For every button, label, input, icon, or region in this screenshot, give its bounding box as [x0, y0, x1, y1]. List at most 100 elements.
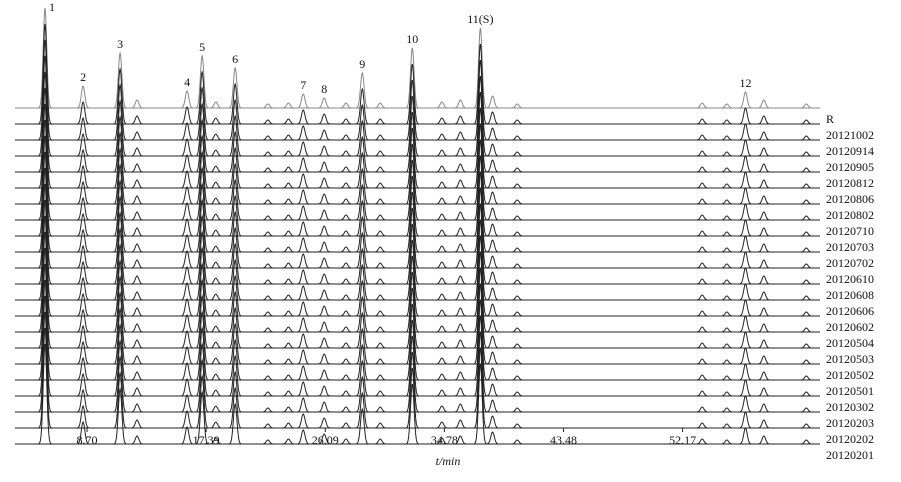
- series-label: 20120703: [826, 240, 874, 254]
- peak: [799, 231, 814, 237]
- peak: [373, 342, 388, 349]
- peak: [129, 323, 145, 333]
- peak: [453, 211, 468, 221]
- peak: [281, 342, 296, 349]
- peak: [695, 118, 710, 125]
- peak: [129, 179, 145, 189]
- peak: [355, 119, 370, 157]
- peak: [338, 182, 354, 189]
- peak: [405, 175, 420, 237]
- peak: [799, 183, 814, 189]
- peak: [355, 407, 370, 445]
- peak: [260, 135, 276, 141]
- peak: [75, 277, 91, 301]
- peak: [296, 413, 311, 429]
- peak: [373, 374, 388, 381]
- peak: [112, 307, 128, 365]
- peak: [355, 231, 370, 269]
- peak: [227, 354, 243, 397]
- peak: [485, 207, 500, 221]
- peak: [281, 230, 296, 237]
- peak: [756, 211, 771, 221]
- peak: [260, 407, 276, 413]
- peak: [355, 311, 370, 349]
- peak: [208, 117, 223, 125]
- peak: [112, 339, 128, 397]
- peak: [317, 177, 332, 189]
- peak: [719, 103, 734, 109]
- peak: [738, 155, 753, 173]
- peak: [738, 219, 753, 237]
- series-label: 20120302: [826, 400, 874, 414]
- peak: [112, 51, 128, 109]
- peak: [355, 103, 370, 141]
- peak: [129, 371, 145, 381]
- peak: [485, 383, 500, 397]
- peak: [112, 323, 128, 381]
- peak: [75, 421, 91, 445]
- peak: [338, 278, 354, 285]
- peak: [112, 115, 128, 173]
- peak: [695, 326, 710, 333]
- peak: [434, 389, 450, 397]
- peak: [296, 285, 311, 301]
- peak: [695, 390, 710, 397]
- peak: [317, 209, 332, 221]
- peak: [355, 327, 370, 365]
- peak: [317, 225, 332, 237]
- peak: [37, 215, 53, 317]
- peak: [281, 198, 296, 205]
- peak: [485, 143, 500, 157]
- peak: [355, 295, 370, 333]
- peak: [37, 23, 53, 125]
- peak: [695, 262, 710, 269]
- peak: [355, 199, 370, 237]
- peak: [799, 359, 814, 365]
- peak: [719, 311, 734, 317]
- peak: [281, 214, 296, 221]
- peak: [799, 407, 814, 413]
- peak: [799, 215, 814, 221]
- peak: [317, 321, 332, 333]
- peak: [260, 295, 276, 301]
- peak: [695, 198, 710, 205]
- series-label: 20120812: [826, 176, 874, 190]
- peak-label: 3: [117, 37, 123, 51]
- peak: [179, 426, 195, 445]
- peak: [194, 182, 210, 237]
- peak: [756, 99, 771, 109]
- series-label: 20120503: [826, 352, 874, 366]
- peak: [296, 365, 311, 381]
- peak: [405, 287, 420, 349]
- peak: [453, 243, 468, 253]
- peak: [738, 299, 753, 317]
- peak: [227, 146, 243, 189]
- peak: [510, 295, 525, 301]
- peak: [227, 338, 243, 381]
- peak: [756, 147, 771, 157]
- peak: [405, 63, 420, 125]
- peak: [112, 179, 128, 237]
- peak: [112, 275, 128, 333]
- peak: [434, 293, 450, 301]
- peak: [473, 43, 488, 125]
- peak: [756, 387, 771, 397]
- peak: [434, 245, 450, 253]
- series-label: 20120502: [826, 368, 874, 382]
- peak: [179, 346, 195, 365]
- peak: [194, 54, 210, 109]
- peak: [129, 99, 145, 109]
- peak: [738, 139, 753, 157]
- peak: [485, 127, 500, 141]
- peak: [194, 342, 210, 397]
- peak: [453, 99, 468, 109]
- peak: [179, 362, 195, 381]
- peak: [281, 150, 296, 157]
- peak: [485, 351, 500, 365]
- peak: [129, 275, 145, 285]
- peak: [510, 311, 525, 317]
- peak: [738, 347, 753, 365]
- peak: [129, 115, 145, 125]
- peak: [338, 134, 354, 141]
- peak: [738, 283, 753, 301]
